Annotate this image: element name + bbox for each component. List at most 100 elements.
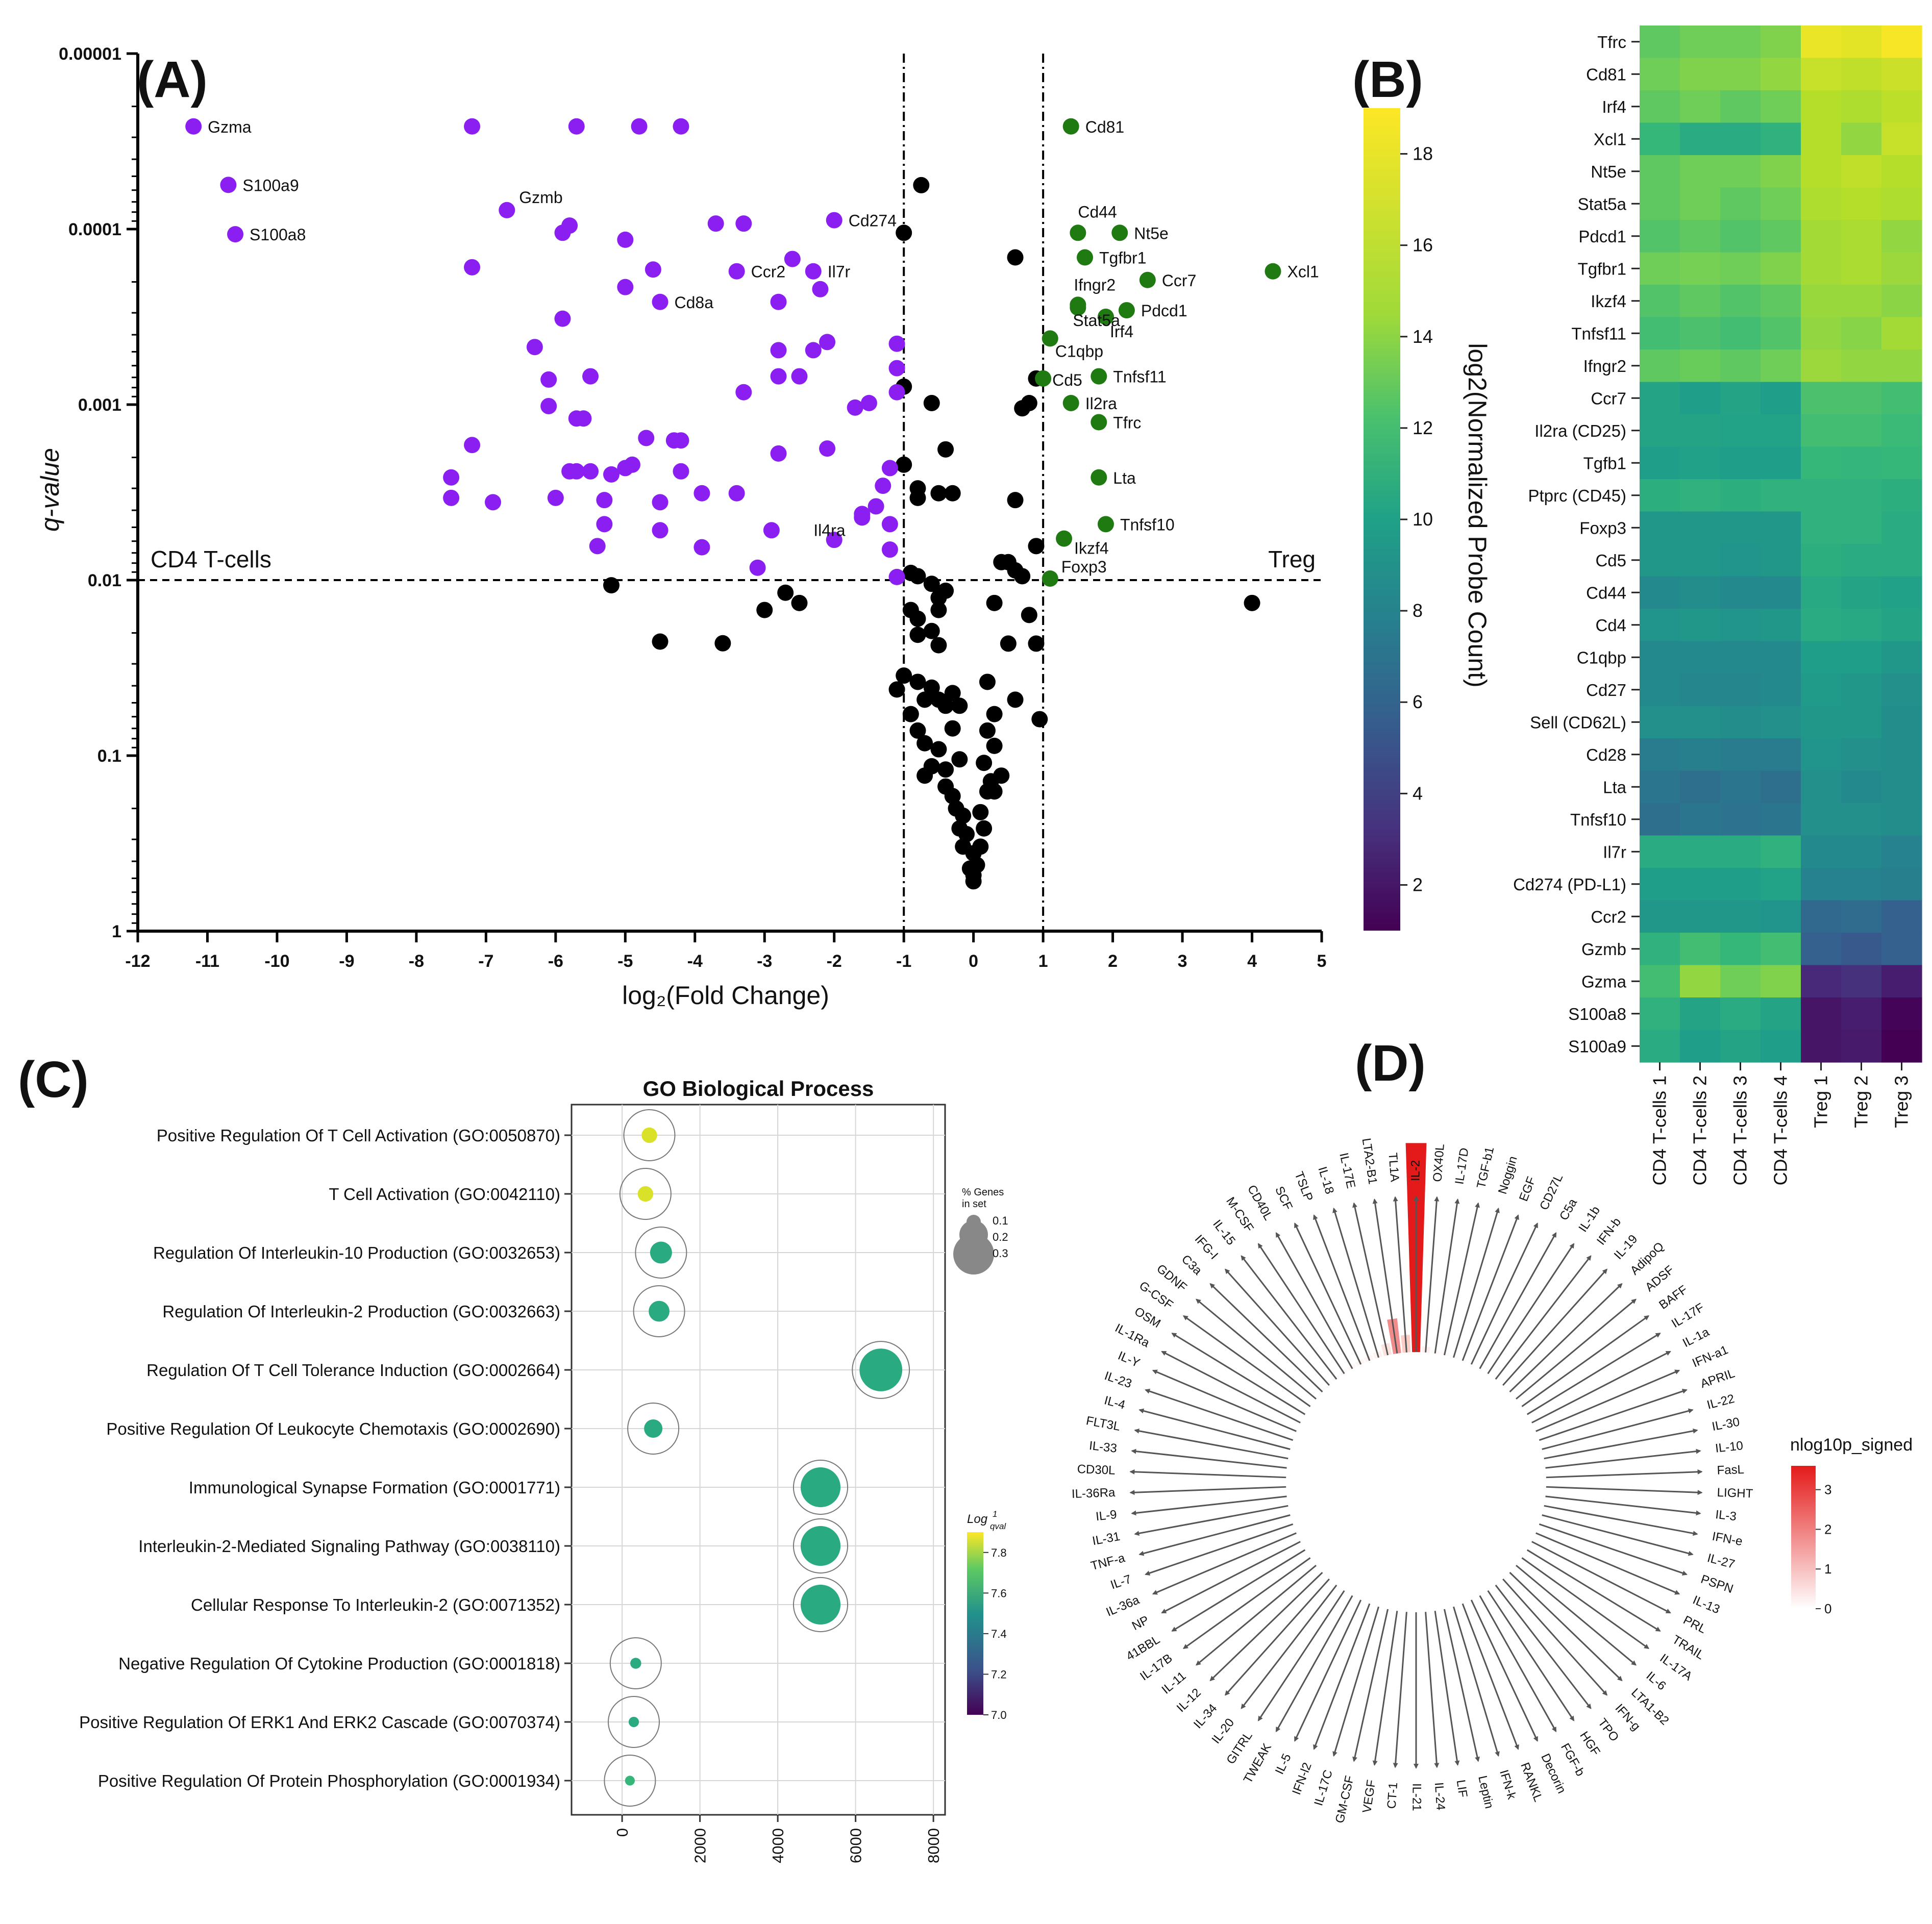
radial-arrow [1294, 1600, 1362, 1742]
heatmap-cell [1640, 770, 1680, 804]
gene-label-cd81: Cd81 [1085, 118, 1125, 136]
radial-arrow [1516, 1564, 1637, 1666]
heatmap-cell [1801, 90, 1842, 123]
size-legend-label-3: 0.3 [993, 1247, 1008, 1260]
go-term-label: Regulation Of Interleukin-2 Production (… [162, 1302, 560, 1321]
x-tick-label: -3 [757, 952, 772, 971]
row-label: Gzmb [1581, 940, 1626, 959]
x-tick-label: -1 [896, 952, 911, 971]
heatmap-cell [1881, 965, 1922, 998]
x-tick-label: -8 [409, 952, 424, 971]
radial-arrow [1434, 1611, 1460, 1766]
heatmap-cell [1881, 446, 1922, 480]
heatmap-cell [1841, 576, 1882, 609]
heatmap-cell [1841, 868, 1882, 901]
row-label: Irf4 [1602, 97, 1626, 116]
row-label: Stat5a [1578, 194, 1627, 213]
radial-arrow [1526, 1332, 1661, 1415]
heatmap-cell [1761, 26, 1801, 59]
radial-arrow [1241, 1584, 1337, 1709]
point-ns [937, 441, 954, 458]
heatmap-cell [1680, 285, 1721, 318]
row-label: Il7r [1603, 842, 1626, 861]
colorbar-tick-label: 16 [1413, 235, 1433, 256]
point-ns [930, 637, 947, 654]
heatmap-cell [1720, 220, 1761, 253]
heatmap-cell [1801, 997, 1842, 1031]
heatmap-cell [1801, 576, 1842, 609]
go-colorbar-tick-label: 7.8 [991, 1546, 1007, 1559]
size-legend-circle-large [953, 1234, 994, 1275]
heatmap-cell [1881, 511, 1922, 544]
point-down [652, 494, 668, 511]
heatmap-cell [1720, 900, 1761, 933]
heatmap-cell [1841, 933, 1882, 966]
radial-arrow [1531, 1351, 1671, 1423]
row-label: Ikzf4 [1591, 292, 1626, 311]
heatmap-cell [1761, 446, 1801, 480]
go-size-legend: % Genes in set 0.1 0.2 0.3 [953, 1187, 1008, 1275]
radial-arrow [1487, 1243, 1575, 1375]
heatmap-column-labels: CD4 T-cells 1 CD4 T-cells 2 CD4 T-cells 3 C… [1649, 1062, 1912, 1185]
point-ns [930, 589, 947, 606]
gene-label-tnfsf11: Tnfsf11 [1113, 368, 1166, 386]
radial-label: IL-24 [1432, 1782, 1448, 1811]
volcano-gene-labels: Gzma S100a9 S100a8 Gzmb Cd274 Ccr2 Il7r Cd8a Il4… [208, 118, 1319, 576]
y-tick-label: 0.00001 [59, 44, 121, 64]
heatmap-cell [1720, 479, 1761, 512]
heatmap-cell [1841, 641, 1882, 674]
heatmap-cell [1720, 58, 1761, 91]
heatmap-cell [1640, 349, 1680, 383]
heatmap-cell [1680, 1030, 1721, 1063]
go-bubbles [604, 1109, 910, 1807]
row-label: Cd44 [1586, 583, 1626, 602]
heatmap-cell [1801, 900, 1842, 933]
point-down [735, 384, 752, 401]
radial-label: TL1A [1385, 1152, 1401, 1182]
point-down [582, 368, 599, 385]
heatmap-cell [1720, 317, 1761, 350]
point-down [784, 251, 801, 267]
volcano-xlabel: log₂(Fold Change) [622, 981, 829, 1010]
gene-label-gzma: Gzma [208, 118, 252, 136]
heatmap-cell [1881, 382, 1922, 415]
heatmap-cell [1881, 673, 1922, 707]
radial-label: IL-33 [1088, 1439, 1118, 1456]
point-ns [714, 635, 731, 652]
radial-arrow [1544, 1505, 1698, 1536]
color-legend-den: qval [990, 1521, 1006, 1531]
point-ns [896, 667, 912, 684]
heatmap-colorbar-label: log2(Normalized Probe Count) [1463, 343, 1492, 687]
point-ns [917, 735, 933, 752]
gene-label-cd274: Cd274 [849, 212, 897, 230]
heatmap-cell [1640, 220, 1680, 253]
heatmap-cell [1720, 803, 1761, 836]
radial-arrow [1372, 1611, 1398, 1766]
point-ikzf4 [1056, 530, 1073, 547]
heatmap-cell [1841, 187, 1882, 220]
go-term-labels: Positive Regulation Of T Cell Activation… [79, 1126, 572, 1790]
point-ns [944, 788, 961, 805]
heatmap-cell [1680, 26, 1721, 59]
gene-label-cd8a: Cd8a [675, 293, 714, 312]
point-ns [896, 456, 912, 473]
row-label: Tgfbr1 [1578, 259, 1626, 278]
point-down [881, 541, 898, 558]
heatmap-cell [1680, 90, 1721, 123]
point-gzma [185, 118, 202, 135]
heatmap-cell [1881, 252, 1922, 285]
point-down [847, 399, 863, 416]
go-title: GO Biological Process [643, 1077, 874, 1101]
heatmap-cell [1761, 122, 1801, 156]
panel-label-d: (D) [1355, 1035, 1426, 1092]
heatmap-cell [1881, 609, 1922, 642]
radial-label: OX40L [1430, 1143, 1447, 1182]
point-ns [909, 610, 926, 627]
point-ns [902, 706, 919, 722]
radial-arrow [1521, 1557, 1650, 1650]
x-tick-label: -12 [125, 952, 150, 971]
heatmap-cell [1801, 933, 1842, 966]
y-tick-label: 1 [112, 922, 121, 941]
radial-label: LIGHT [1717, 1486, 1753, 1501]
row-label: Lta [1603, 778, 1627, 796]
